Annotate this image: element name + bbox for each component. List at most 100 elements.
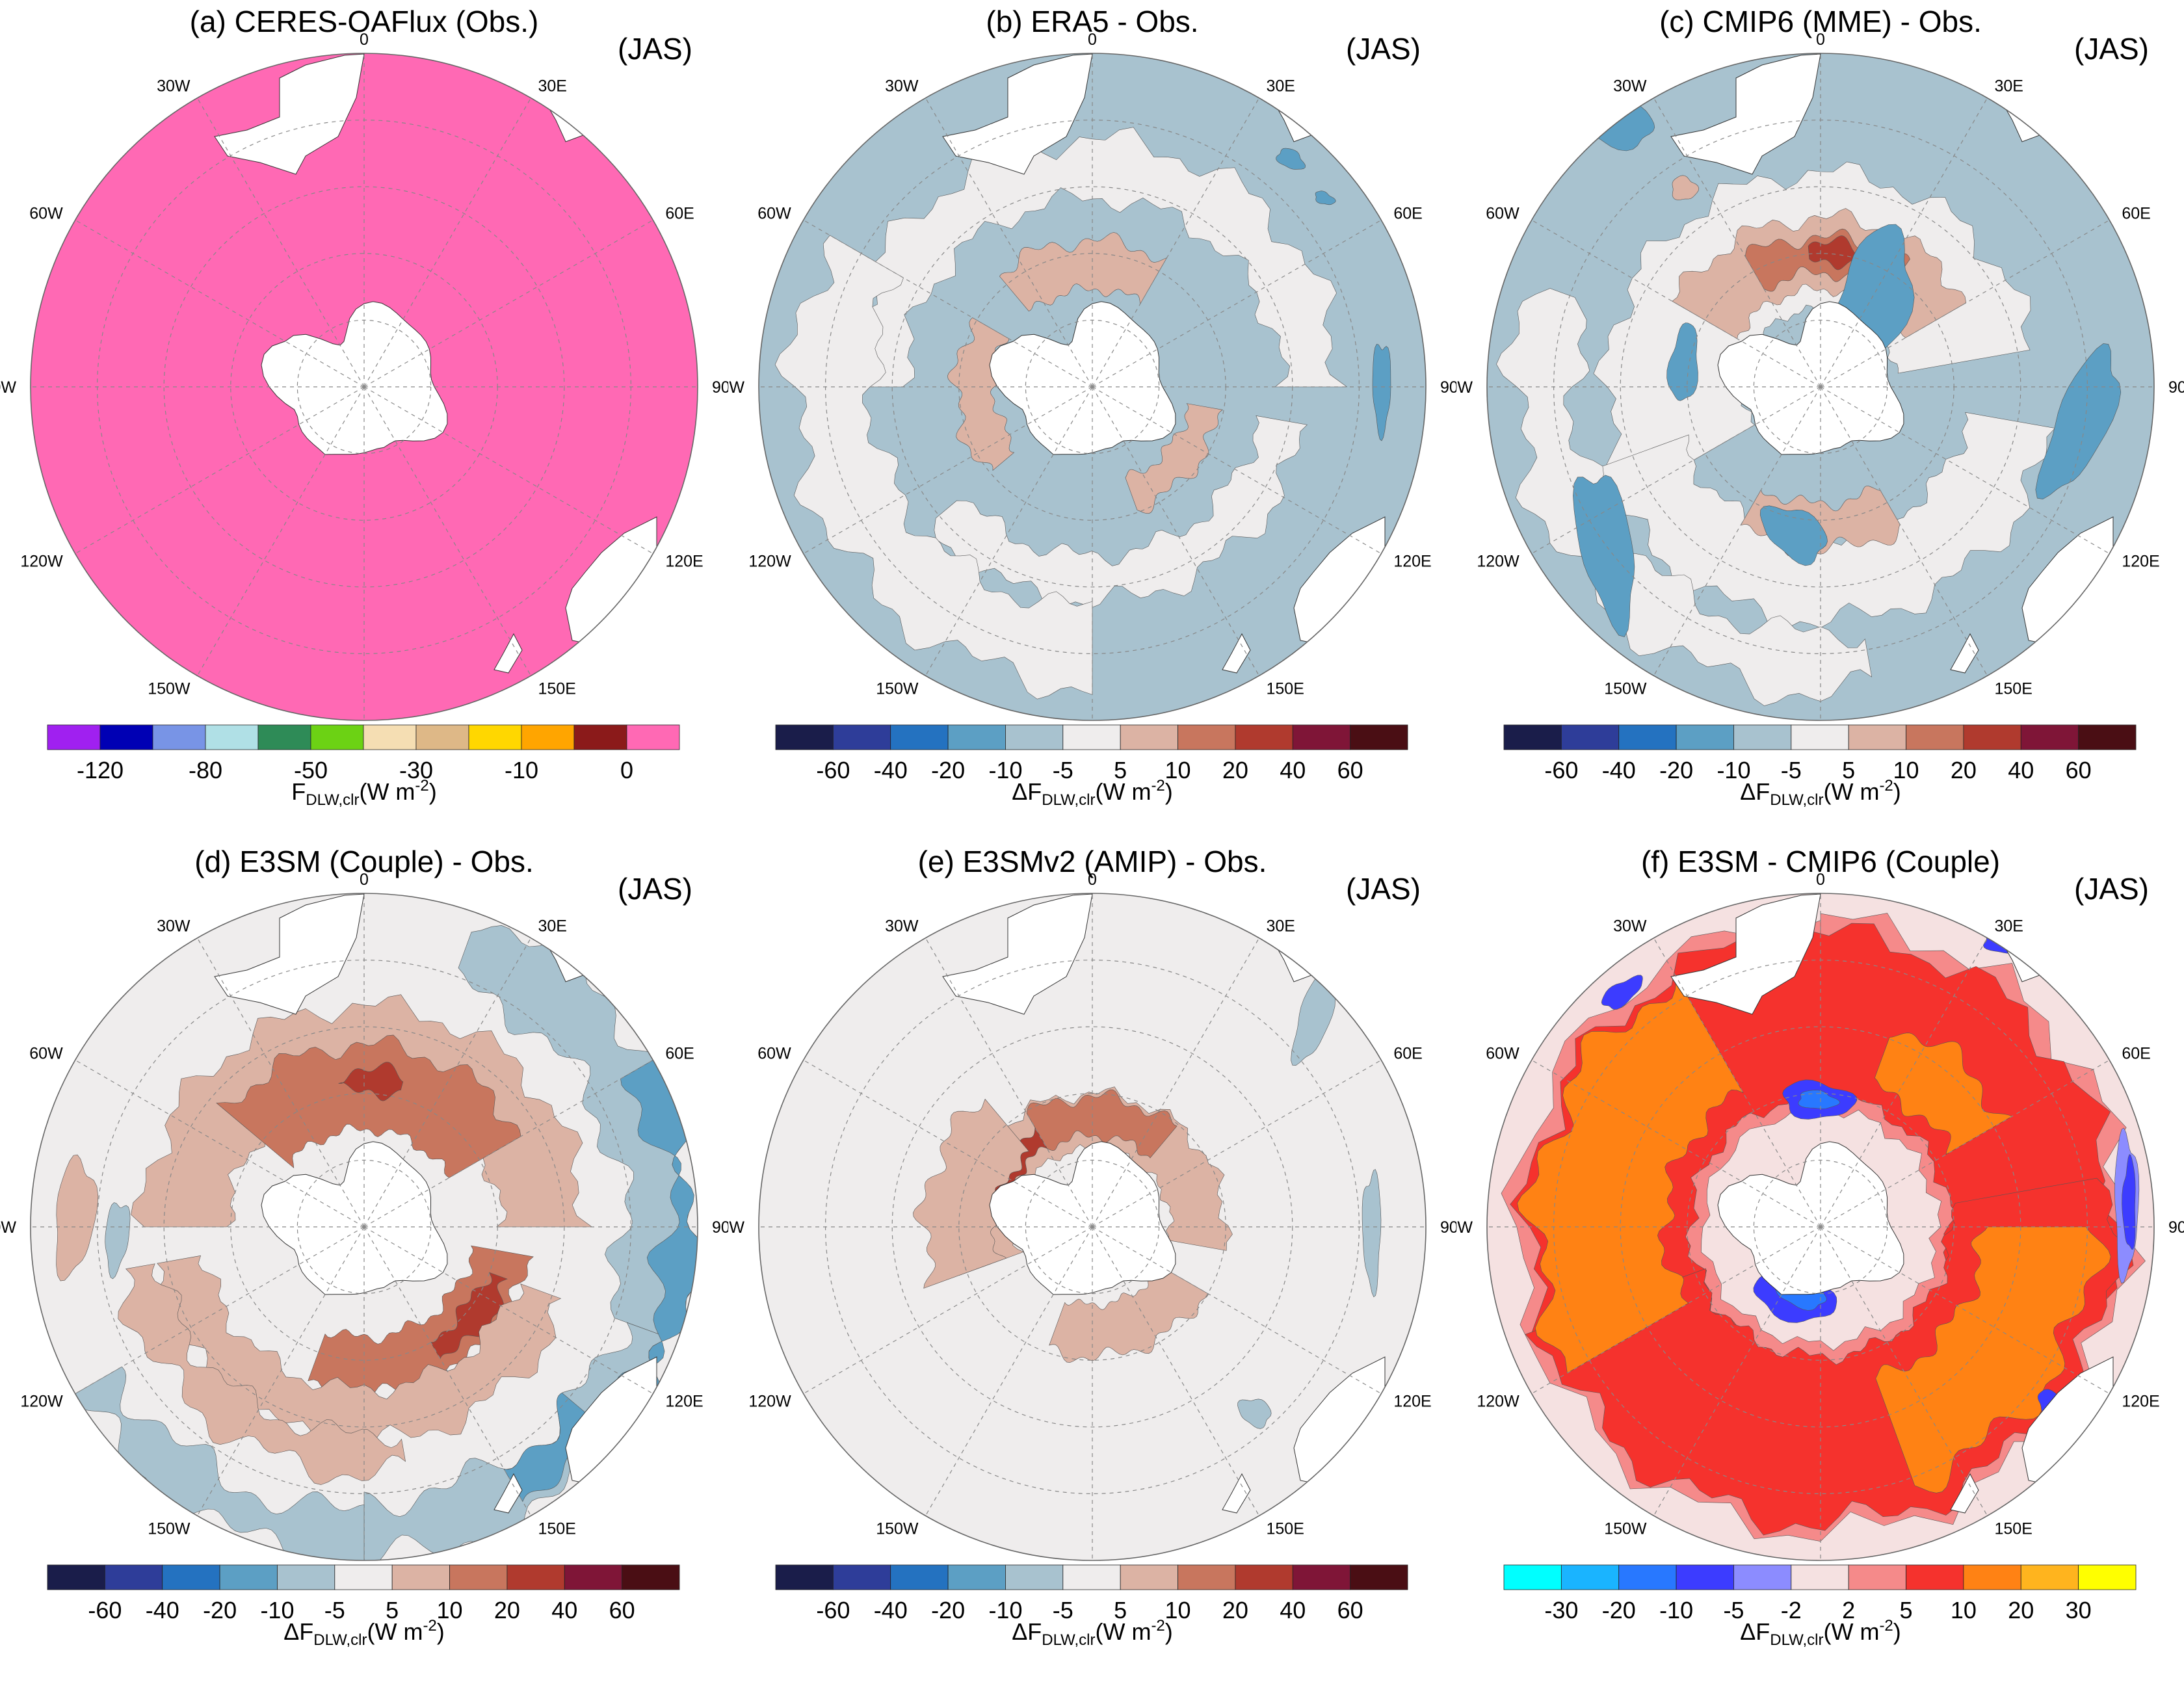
meridian-line [1653,386,1821,676]
colorbar-tick-label: -5 [1053,757,1073,783]
panel-title: (e) E3SMv2 (AMIP) - Obs. [917,845,1267,878]
longitude-label: 150E [538,679,576,698]
colorbar-tick-label: -40 [874,757,908,783]
colorbar-tick-label: -60 [88,1597,122,1623]
colorbar-tick-label: -40 [1602,757,1636,783]
colorbar-swatch [1062,724,1121,750]
longitude-label: 150E [1267,1519,1304,1538]
colorbar-swatch [1120,1564,1178,1590]
longitude-label: 120E [1393,553,1431,571]
season-label: (JAS) [618,872,692,906]
colorbar-swatch [626,724,680,750]
meridian-line [1653,1226,1821,1516]
map-boundary [30,893,698,1561]
colorbar-tick-label: 5 [1900,1597,1913,1623]
longitude-label: 30E [1267,917,1295,936]
colorbar-tick-label: -30 [399,757,433,783]
longitude-label: 30E [1995,77,2023,96]
latitude-circle [891,186,1293,588]
graticule [31,893,698,1560]
colorbar-swatch [1560,724,1620,750]
colorbar-swatch [1963,1564,2021,1590]
meridian-line [363,98,532,388]
longitude-label: 150E [1267,679,1304,698]
longitude-label: 0 [1816,871,1825,889]
colorbar-title: ΔFDLW,clr(W m-2) [283,1617,445,1649]
meridian-line [1092,386,1260,676]
meridian-line [196,98,365,388]
meridian-line [1820,219,2110,388]
polar-map-e: 030E60E90E120E150E180150W120W90W60W30W-6… [728,871,1456,1623]
colorbar-swatch [219,1564,278,1590]
longitude-label: 120E [1393,1393,1431,1411]
latitude-circle [1620,186,2021,588]
longitude-label: 90W [0,1218,16,1237]
meridian-line [75,219,365,388]
longitude-label: 30W [885,917,919,936]
season-label: (JAS) [2074,872,2149,906]
longitude-label: 60W [1486,1045,1520,1063]
landmass [942,893,1093,1015]
colorbar-tick-label: 40 [551,1597,577,1623]
colorbar-tick-label: 60 [1337,1597,1363,1623]
longitude-label: 30W [1613,917,1647,936]
longitude-label: 90E [712,378,728,397]
panel-title: (b) ERA5 - Obs. [986,5,1199,38]
colorbar-tick-label: -60 [1544,757,1578,783]
colorbar-swatch [152,724,206,750]
field-layer [1487,53,2154,720]
colorbar-tick-label: -60 [816,1597,850,1623]
map-panel-c: 030E60E90E120E150E180150W120W90W60W30W-6… [1456,0,2184,839]
longitude-label: 150E [1995,679,2033,698]
colorbar-tick-label: 10 [437,1597,463,1623]
map-boundary [758,53,1427,721]
meridian-line [925,1226,1093,1516]
colorbar-swatch [1791,1564,1849,1590]
meridian-line [1531,1059,1821,1228]
longitude-label: 150W [876,1519,919,1538]
colorbar-swatch [1178,1564,1236,1590]
meridian-line [1531,386,1821,555]
colorbar-swatch [1560,1564,1620,1590]
landmass [1950,633,1979,674]
colorbar-tick-label: 30 [2066,1597,2092,1623]
meridian-line [363,386,532,676]
colorbar-tick-label: 10 [1165,1597,1191,1623]
meridian-line [1092,1059,1382,1228]
season-label: (JAS) [1346,872,1421,906]
longitude-label: 0 [360,31,369,49]
meridian-line [1820,386,1988,676]
colorbar-swatch [1733,1564,1792,1590]
colorbar-swatch [2020,1564,2079,1590]
longitude-label: 60E [1393,1045,1422,1063]
longitude-label: 60E [665,205,694,223]
meridian-line [1653,98,1821,388]
colorbar-swatch [47,1564,105,1590]
colorbar-swatch [449,1564,508,1590]
longitude-label: 120W [1477,553,1520,571]
colorbar-tick-label: -5 [1781,757,1802,783]
polar-map-d: 030E60E90E120E150E180150W120W90W60W30W-6… [0,871,728,1623]
colorbar-tick-label: 20 [494,1597,520,1623]
colorbar-swatch [415,724,469,750]
meridian-line [925,98,1093,388]
latitude-circle [1620,1026,2021,1428]
longitude-label: 30E [538,77,567,96]
colorbar-swatch [1906,1564,1964,1590]
colorbar-title: ΔFDLW,clr(W m-2) [1012,777,1173,809]
longitude-label: 30W [157,917,191,936]
colorbar-title: ΔFDLW,clr(W m-2) [1012,1617,1173,1649]
colorbar-swatch [2078,724,2137,750]
colorbar-swatch [1848,1564,1906,1590]
graticule [759,53,1426,720]
colorbar: -60 -40 -20 -10 -5 5 10 20 40 60 [775,1564,1408,1623]
longitude-label: 60E [2122,205,2150,223]
colorbar-swatch [1906,724,1964,750]
meridian-line [1092,1226,1260,1516]
meridian-line [803,386,1093,555]
longitude-label: 0 [1088,871,1097,889]
panel-title: (a) CERES-OAFlux (Obs.) [189,5,539,38]
longitude-label: 90E [712,1218,728,1237]
longitude-label: 30E [1267,77,1295,96]
colorbar-swatch [104,1564,163,1590]
